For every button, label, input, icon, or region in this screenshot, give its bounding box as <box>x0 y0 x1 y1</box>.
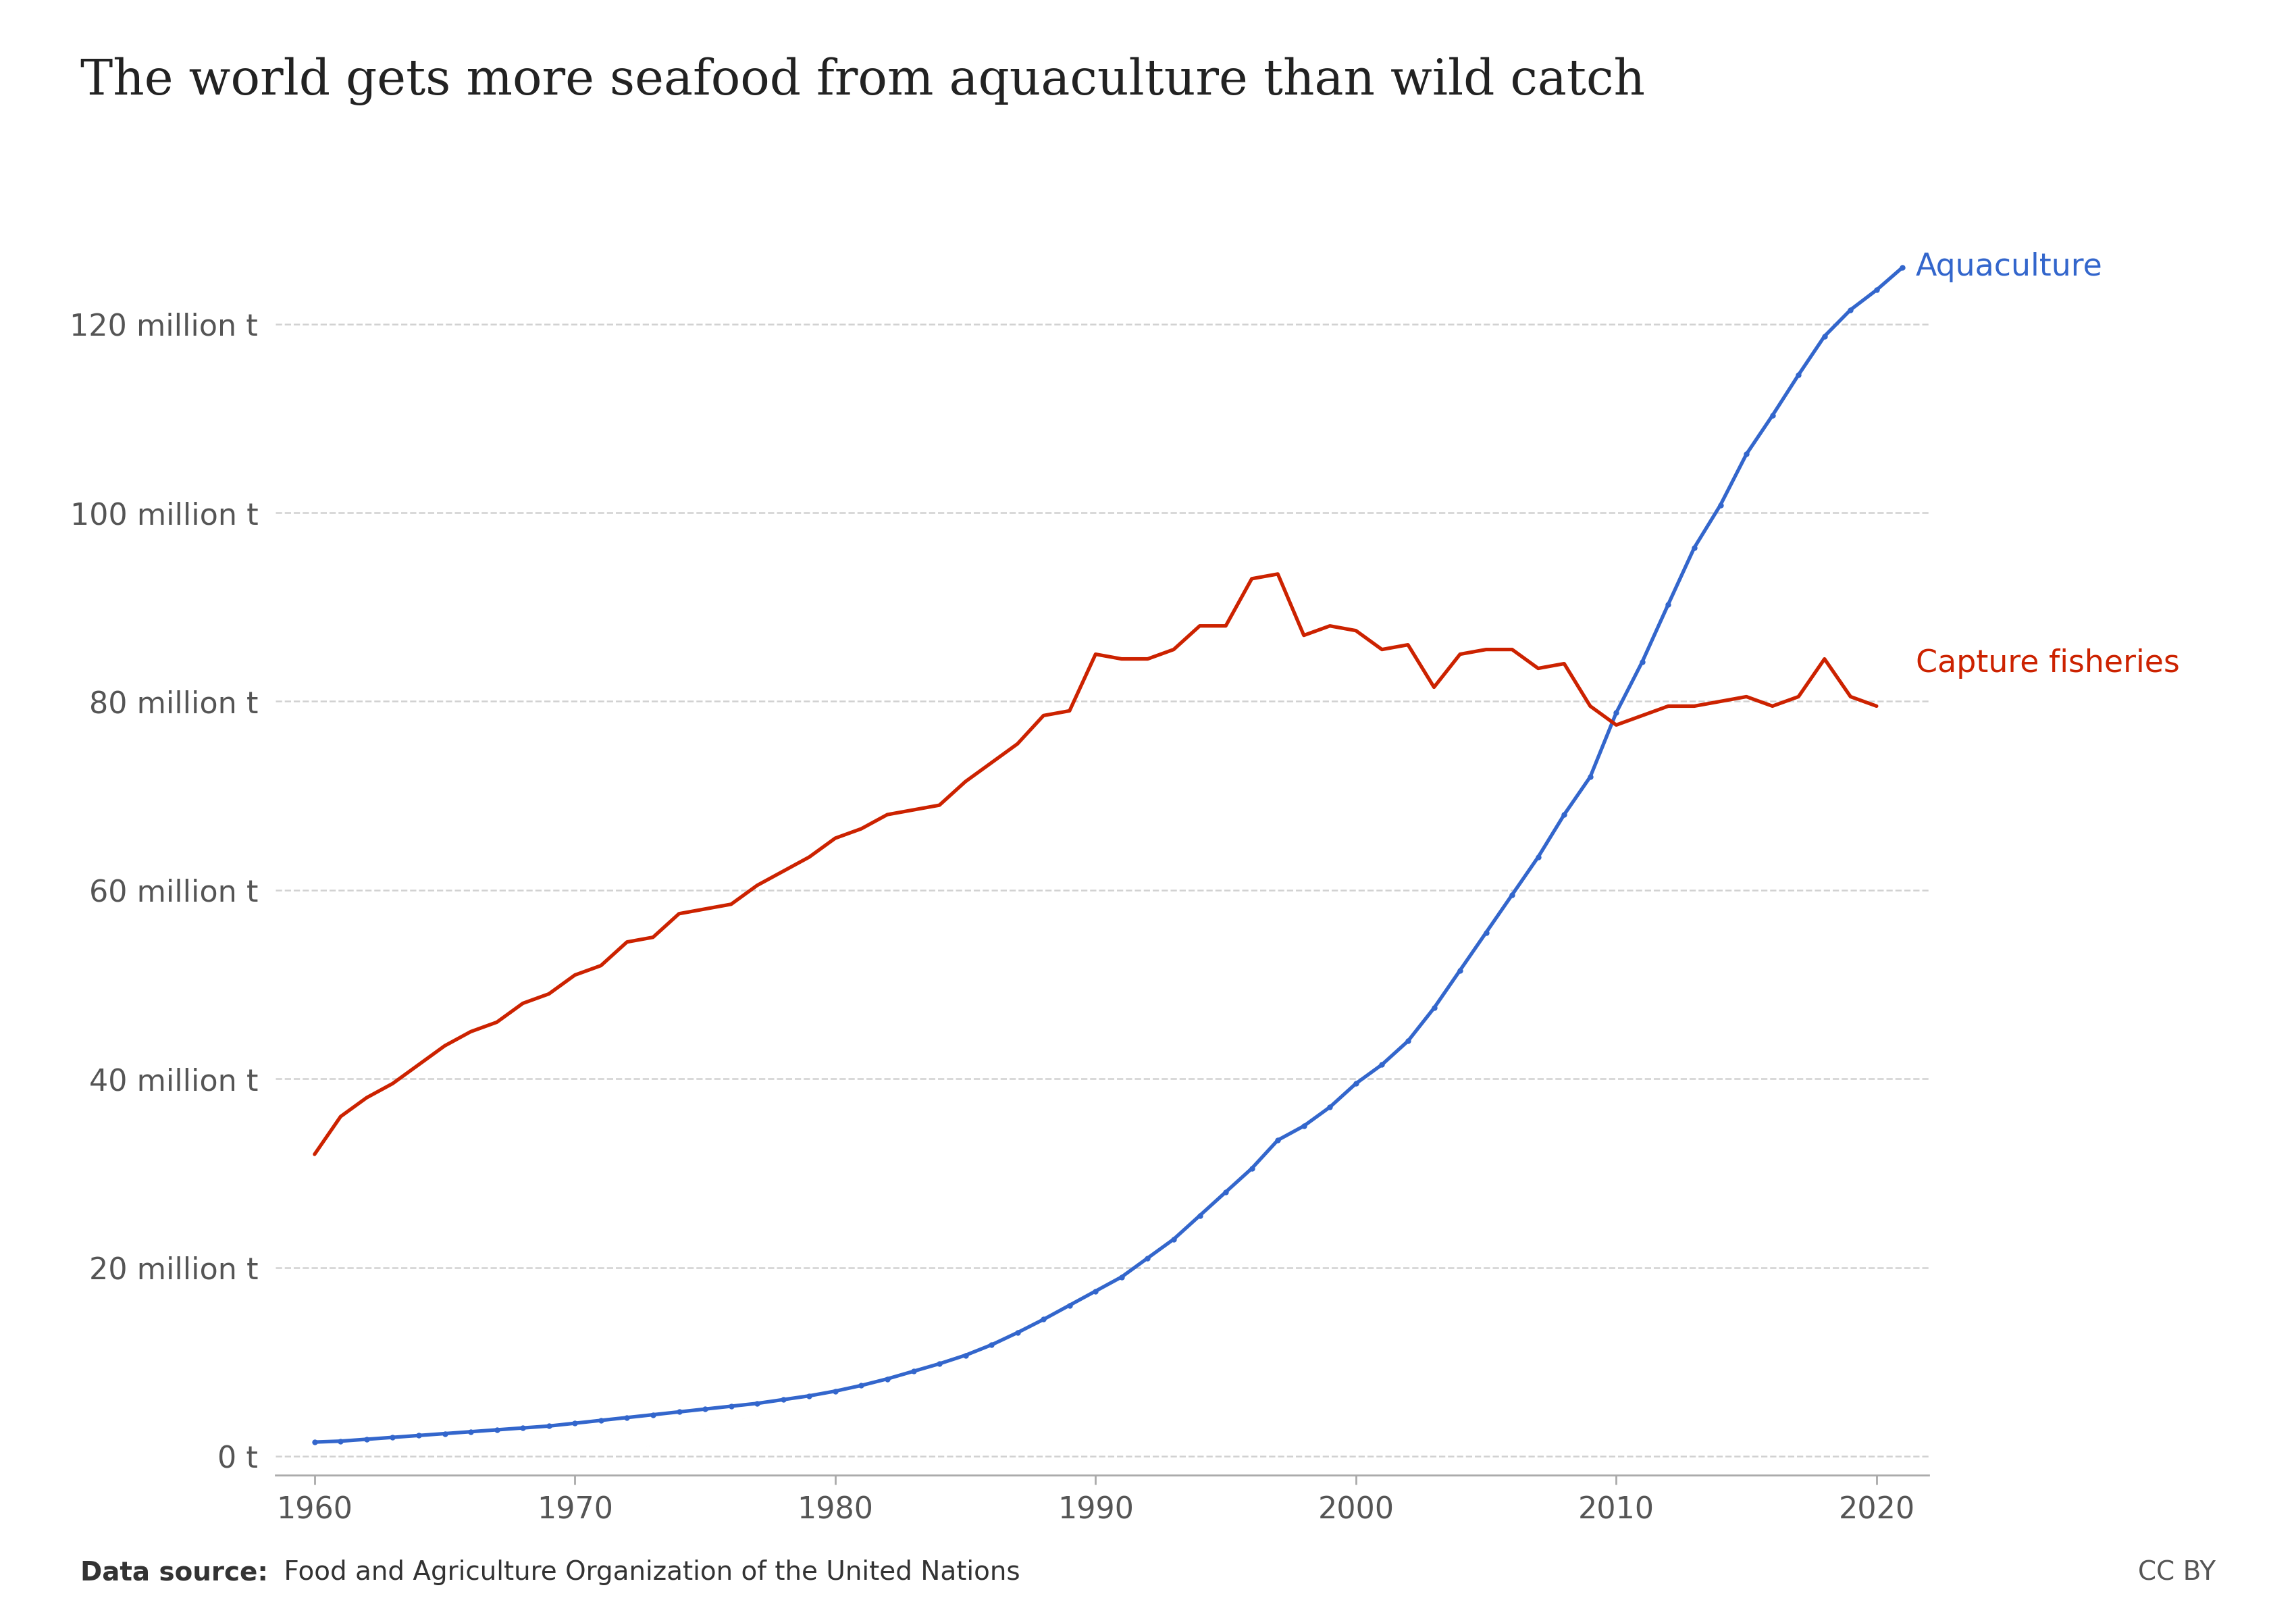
Text: Data source:: Data source: <box>80 1559 269 1585</box>
Text: CC BY: CC BY <box>2138 1559 2216 1585</box>
Text: The world gets more seafood from aquaculture than wild catch: The world gets more seafood from aquacul… <box>80 57 1644 105</box>
Text: Aquaculture: Aquaculture <box>1915 253 2103 282</box>
Text: Our World: Our World <box>2060 79 2177 99</box>
Text: Food and Agriculture Organization of the United Nations: Food and Agriculture Organization of the… <box>276 1559 1019 1585</box>
Text: in Data: in Data <box>2076 131 2161 151</box>
Text: Capture fisheries: Capture fisheries <box>1915 648 2179 679</box>
